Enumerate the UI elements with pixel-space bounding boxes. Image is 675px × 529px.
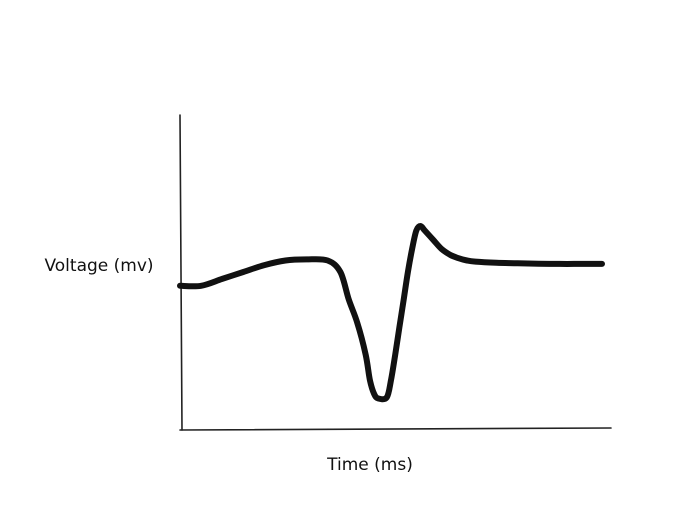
voltage-trace-line (177, 223, 605, 403)
x-axis-line (179, 427, 612, 431)
y-axis-line (179, 114, 183, 431)
x-axis-label: Time (ms) (326, 455, 413, 475)
y-axis-label: Voltage (mv) (44, 256, 153, 276)
